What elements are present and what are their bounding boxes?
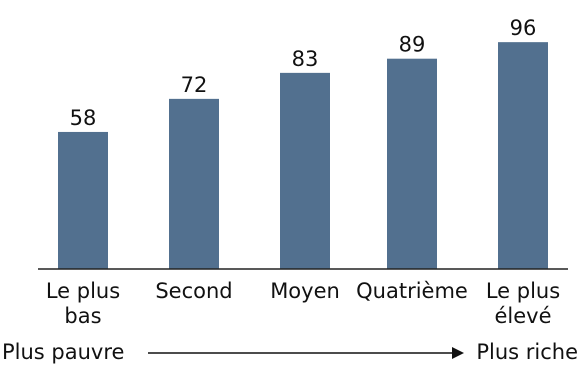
richer-label: Plus riche (476, 340, 578, 364)
category-label-5: Le plus élevé (486, 279, 560, 328)
value-label-5: 96 (510, 16, 537, 40)
value-label-2: 72 (181, 73, 208, 97)
category-label-1: Le plus bas (46, 279, 120, 328)
category-label-line: élevé (494, 304, 551, 328)
category-label-line: bas (64, 304, 101, 328)
category-label-3: Moyen (270, 279, 340, 303)
category-label-line: Le plus (46, 279, 120, 303)
category-label-line: Le plus (486, 279, 560, 303)
category-label-line: Second (155, 279, 232, 303)
category-label-line: Quatrième (356, 279, 468, 303)
value-label-1: 58 (70, 106, 97, 130)
bar-5 (498, 42, 548, 269)
bar-1 (58, 131, 108, 269)
value-label-4: 89 (399, 33, 426, 57)
bar-3 (280, 72, 330, 269)
category-label-4: Quatrième (356, 279, 468, 303)
value-label-3: 83 (292, 47, 319, 71)
poorer-label: Plus pauvre (2, 340, 124, 364)
value-labels: 58 72 83 89 96 (70, 16, 537, 130)
direction-arrow-head (452, 347, 464, 359)
bar-4 (387, 58, 437, 270)
bar-2 (169, 98, 219, 269)
bars-layer (58, 42, 548, 270)
category-label-2: Second (155, 279, 232, 303)
category-label-line: Moyen (270, 279, 340, 303)
